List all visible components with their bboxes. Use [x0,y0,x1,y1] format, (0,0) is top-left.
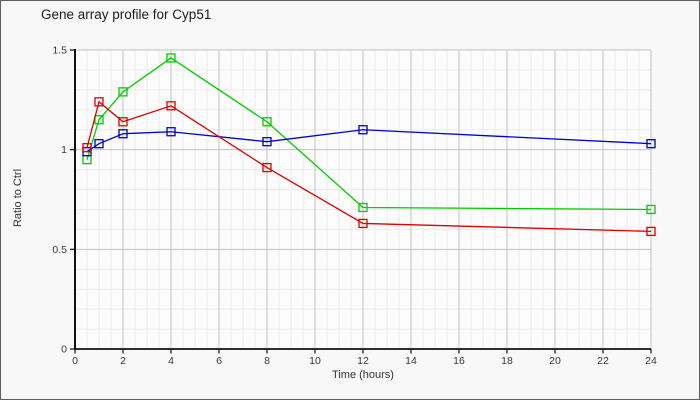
data-point-marker-green-series [94,115,104,125]
x-axis-label: Time (hours) [332,369,394,381]
chart-title: Gene array profile for Cyp51 [41,7,212,22]
data-point-marker-green-series [118,87,128,97]
data-point-marker-green-series [358,202,368,213]
data-point-marker-red-series [646,226,656,237]
x-tick-label: 22 [597,355,609,367]
data-point-marker-blue-series [94,139,104,149]
x-tick-label: 14 [405,355,417,367]
x-tick-label: 0 [72,355,78,367]
x-tick-label: 20 [549,355,561,367]
y-tick-label: 0 [61,344,67,356]
data-point-marker-green-series [166,53,176,63]
x-tick-label: 24 [645,355,657,367]
x-tick-label: 4 [168,355,174,367]
series-line-red-series [86,100,652,233]
data-point-marker-blue-series [118,129,128,139]
data-point-marker-green-series [262,117,272,127]
x-tick-label: 8 [264,355,270,367]
data-point-marker-blue-series [262,137,272,147]
data-point-marker-red-series [118,117,128,127]
data-point-marker-red-series [358,218,368,229]
x-tick-label: 18 [501,355,513,367]
data-point-marker-red-series [94,97,104,107]
data-point-marker-blue-series [166,127,176,137]
series-line-green-series [86,57,652,211]
data-point-marker-blue-series [358,125,368,135]
x-tick-label: 6 [216,355,222,367]
y-tick-label: 1.5 [52,45,67,57]
x-tick-label: 10 [309,355,321,367]
x-tick-label: 16 [453,355,465,367]
x-tick-label: 2 [120,355,126,367]
y-tick-label: 0.5 [52,244,67,256]
data-point-marker-red-series [262,162,272,173]
data-point-marker-green-series [646,204,656,215]
data-point-marker-blue-series [646,139,656,149]
y-tick-label: 1 [61,144,67,156]
x-tick-label: 12 [357,355,369,367]
data-point-marker-red-series [82,143,92,153]
series-line-blue-series [86,129,652,153]
data-point-marker-red-series [166,101,176,111]
